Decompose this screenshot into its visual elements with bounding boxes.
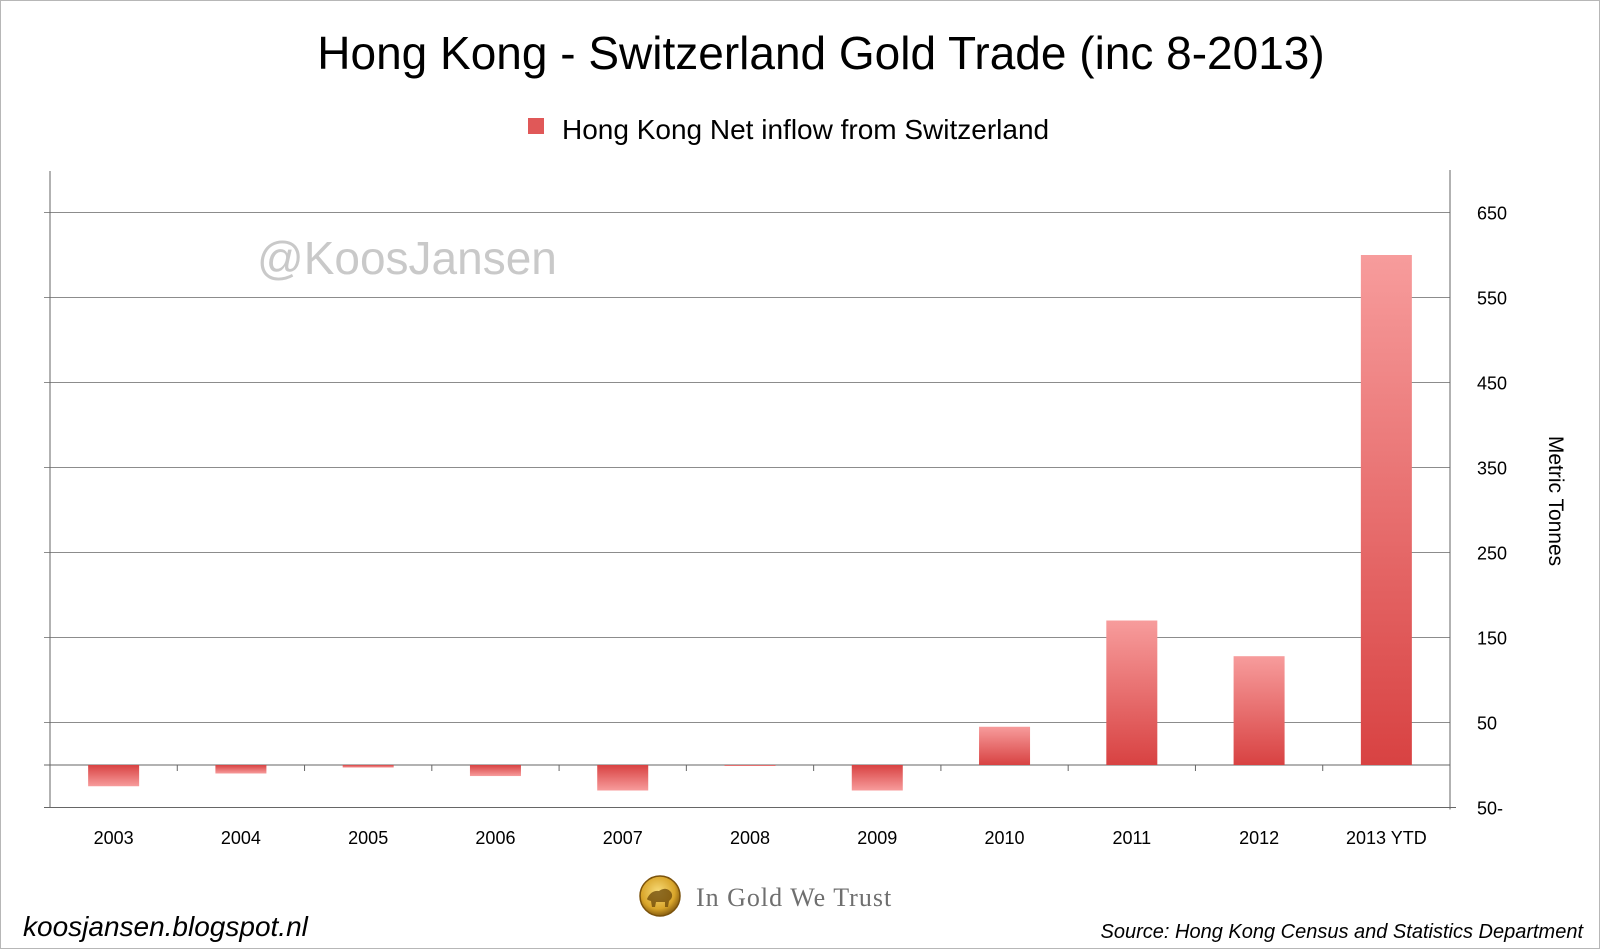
- bar: [215, 765, 267, 774]
- y-tick-label: 350: [1477, 459, 1507, 479]
- legend: Hong Kong Net inflow from Switzerland: [528, 114, 1049, 145]
- x-tick-label: 2011: [1112, 828, 1151, 848]
- x-tick-label: 2009: [857, 828, 897, 848]
- x-tick-label: 2004: [221, 828, 261, 848]
- blog-url: koosjansen.blogspot.nl: [23, 911, 309, 942]
- x-tick-label: 2005: [348, 828, 388, 848]
- bar: [851, 765, 903, 791]
- x-tick-labels: 2003 2004 2005 2006 2007 2008 2009 2010 2011 2012…: [94, 828, 1427, 848]
- y-tick-label: 50-: [1477, 799, 1503, 819]
- bar: [469, 765, 521, 777]
- brand-name: In Gold We Trust: [696, 883, 892, 912]
- source-note: Source: Hong Kong Census and Statistics …: [1101, 921, 1585, 943]
- y-tick-label: 150: [1477, 629, 1507, 649]
- y-tick-label: 650: [1477, 204, 1507, 224]
- legend-swatch: [528, 118, 544, 134]
- bar: [979, 726, 1031, 765]
- x-tick-label: 2006: [475, 828, 515, 848]
- x-tick-label: 2007: [603, 828, 643, 848]
- bar: [1106, 620, 1158, 765]
- y-tick-labels: 50- 50 150 250 350 450 550 650: [1477, 204, 1507, 819]
- bar: [1233, 656, 1285, 765]
- y-tick-label: 250: [1477, 544, 1507, 564]
- gridlines: [44, 212, 1450, 723]
- legend-label: Hong Kong Net inflow from Switzerland: [562, 114, 1049, 145]
- y-tick-label: 550: [1477, 289, 1507, 309]
- bar: [724, 765, 776, 766]
- y-tick-label: 450: [1477, 374, 1507, 394]
- bar: [1360, 255, 1412, 765]
- y-tick-label: 50: [1477, 714, 1497, 734]
- buffalo-icon: [647, 888, 673, 907]
- bar: [342, 765, 394, 768]
- x-tick-label: 2003: [94, 828, 134, 848]
- watermark: @KoosJansen: [257, 232, 557, 284]
- bar: [88, 765, 140, 787]
- x-tick-label: 2008: [730, 828, 770, 848]
- chart-title: Hong Kong - Switzerland Gold Trade (inc …: [317, 27, 1324, 79]
- x-tick-label: 2013 YTD: [1346, 828, 1427, 848]
- brand-logo: In Gold We Trust: [639, 875, 892, 917]
- bars: [88, 255, 1412, 791]
- bar: [597, 765, 649, 791]
- y-axis-label: Metric Tonnes: [1544, 436, 1567, 566]
- x-tick-label: 2012: [1239, 828, 1279, 848]
- x-tick-label: 2010: [985, 828, 1025, 848]
